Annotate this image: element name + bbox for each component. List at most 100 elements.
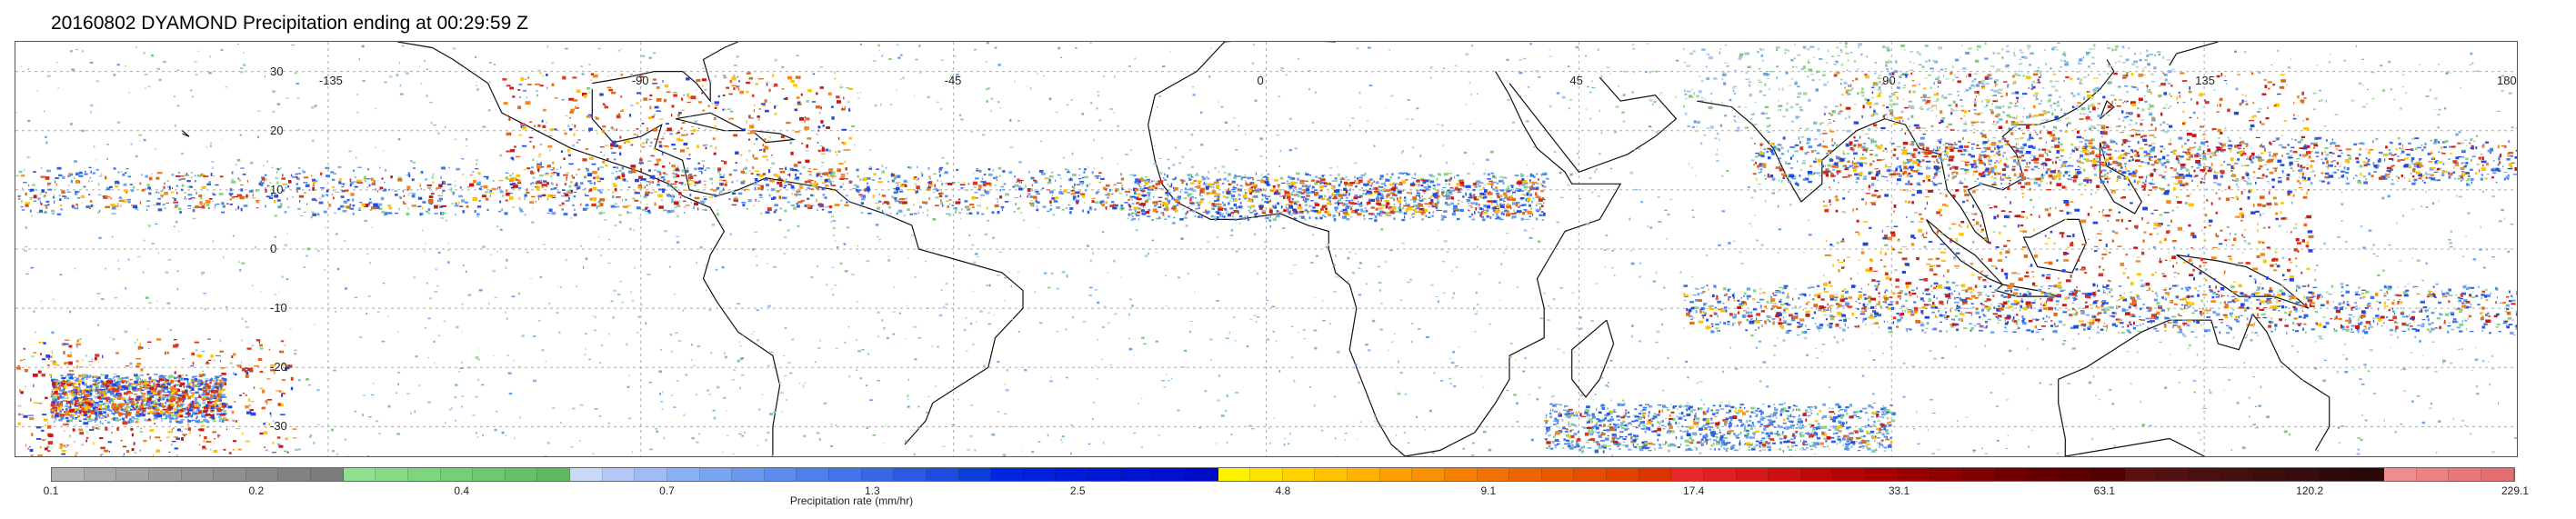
precip-cell xyxy=(647,274,651,275)
precip-cell xyxy=(2350,99,2355,102)
precip-cell xyxy=(2360,438,2363,442)
precip-cell xyxy=(891,195,895,199)
precip-cell xyxy=(1238,222,1242,225)
precip-cell xyxy=(974,253,978,255)
precip-cell xyxy=(1965,416,1969,418)
precip-cell xyxy=(90,111,92,114)
precip-cell xyxy=(15,112,18,114)
precip-cell xyxy=(384,188,386,192)
precip-cell xyxy=(661,153,664,155)
precip-cell xyxy=(395,212,398,215)
precip-cell xyxy=(279,203,283,206)
precip-cell xyxy=(867,190,870,194)
precip-cell xyxy=(2361,58,2364,61)
precip-cell xyxy=(1981,447,1984,449)
precip-cell xyxy=(1676,59,1679,62)
precip-cell xyxy=(1155,252,1158,254)
precip-cell xyxy=(2501,89,2504,92)
precip-cell xyxy=(1762,417,1766,420)
precip-cell xyxy=(976,321,977,324)
precip-cell xyxy=(1308,205,1310,207)
precip-cell xyxy=(128,92,131,94)
precip-cell xyxy=(1378,210,1384,213)
precip-cell xyxy=(780,411,783,413)
precip-cell xyxy=(337,207,341,211)
precip-cell xyxy=(194,180,196,183)
precip-cell xyxy=(1249,212,1254,214)
precip-cell xyxy=(2173,272,2177,274)
precip-cell xyxy=(455,384,458,386)
precip-cell xyxy=(653,169,657,171)
precip-cell xyxy=(89,394,93,397)
precip-cell xyxy=(472,197,477,201)
precip-cell xyxy=(1445,194,1448,196)
precip-cell xyxy=(1424,193,1426,195)
precip-cell xyxy=(1814,347,1818,349)
precip-cell xyxy=(1450,202,1454,205)
precip-cell xyxy=(1991,108,1994,112)
precip-cell xyxy=(187,207,191,210)
precip-cell xyxy=(699,246,703,249)
precip-cell xyxy=(1448,357,1451,359)
precip-cell xyxy=(563,213,568,216)
precip-cell xyxy=(1103,75,1106,78)
precip-cell xyxy=(1646,43,1650,45)
precip-cell xyxy=(1126,194,1128,196)
precip-cell xyxy=(1795,66,1798,68)
precip-cell xyxy=(1105,206,1108,208)
precip-cell xyxy=(225,86,228,88)
precip-cell xyxy=(181,178,185,180)
precip-cell xyxy=(2393,99,2396,101)
precip-cell xyxy=(171,174,175,176)
precip-cell xyxy=(411,195,414,197)
precip-cell xyxy=(1399,372,1403,374)
precip-cell xyxy=(155,202,161,205)
precip-cell xyxy=(733,75,736,77)
precip-cell xyxy=(1514,175,1519,177)
precip-cell xyxy=(2458,195,2462,198)
precip-cell xyxy=(1110,193,1114,195)
precip-cell xyxy=(1486,201,1488,203)
precip-cell xyxy=(2175,206,2180,208)
precip-cell xyxy=(1300,215,1305,219)
precip-cell xyxy=(2221,366,2226,368)
precip-cell xyxy=(413,167,416,169)
precip-cell xyxy=(1362,189,1366,192)
precip-cell xyxy=(589,183,593,185)
precip-cell xyxy=(143,52,145,55)
precip-cell xyxy=(1477,184,1479,186)
precip-cell xyxy=(1178,197,1181,200)
precip-cell xyxy=(968,212,973,215)
precip-cell xyxy=(1465,103,1468,105)
precip-cell xyxy=(43,195,46,198)
precipitation-map[interactable] xyxy=(15,41,2518,457)
precip-cell xyxy=(1509,185,1511,186)
precip-cell xyxy=(1054,196,1059,199)
precip-cell xyxy=(1359,262,1362,264)
precip-cell xyxy=(1239,185,1244,187)
precip-cell xyxy=(907,378,909,381)
precip-cell xyxy=(1315,255,1318,257)
precip-cell xyxy=(1364,172,1367,175)
precip-cell xyxy=(1339,210,1344,212)
precip-cell xyxy=(1861,95,1865,97)
precip-cell xyxy=(2322,379,2326,383)
precip-cell xyxy=(164,192,168,195)
precip-cell xyxy=(297,167,301,169)
precip-cell xyxy=(783,185,787,187)
precip-cell xyxy=(1486,215,1489,218)
precip-cell xyxy=(354,185,358,188)
precip-cell xyxy=(134,452,137,454)
precip-cell xyxy=(718,193,721,196)
precip-cell xyxy=(1207,210,1210,214)
precip-cell xyxy=(316,249,320,253)
precip-cell xyxy=(466,205,469,208)
precip-cell xyxy=(1124,202,1128,204)
precip-cell xyxy=(873,173,877,175)
precip-cell xyxy=(2411,257,2413,259)
precip-cell xyxy=(927,209,928,212)
precip-cell xyxy=(757,118,760,121)
precip-cell xyxy=(192,207,196,209)
precip-cell xyxy=(2436,451,2438,454)
precip-cell xyxy=(914,358,917,361)
